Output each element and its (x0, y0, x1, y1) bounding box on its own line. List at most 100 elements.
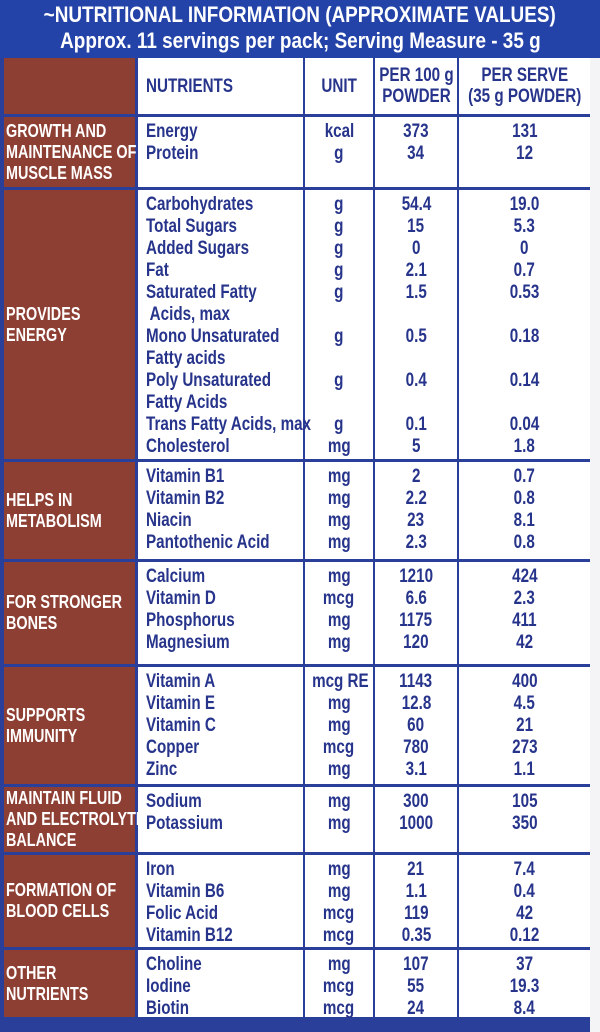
per100-value: 5 (411, 436, 421, 457)
category-label: GROWTH AND MAINTENANCE OF MUSCLE MASS (6, 120, 137, 183)
perserve-value: 0.8 (513, 488, 536, 509)
nutrient-value: Phosphorus (146, 610, 235, 631)
category-cell: HELPS IN METABOLISM (4, 462, 138, 559)
per100-value: 3.1 (405, 759, 427, 780)
unit-value: mg (327, 610, 351, 631)
column-header-per100: PER 100 g POWDER (378, 65, 454, 107)
perserve-value: 5.3 (513, 216, 536, 237)
per100-value: 6.6 (405, 588, 427, 609)
perserve-value: 0.53 (509, 282, 540, 303)
perserve-value: 411 (512, 610, 537, 631)
per100-value: 23 (407, 510, 425, 531)
per100-value: 2 (411, 466, 421, 487)
perserve-value: 273 (511, 737, 538, 758)
per100-value: 1143 (399, 671, 433, 692)
nutrient-value: Zinc (146, 759, 178, 780)
column-unit: mg mg mcg mcg (305, 855, 375, 947)
perserve-value: 0 (520, 238, 529, 259)
per100-value: 21 (407, 859, 425, 880)
per100-value: 15 (407, 216, 425, 237)
serving-info: Approx. 11 servings per pack; Serving Me… (59, 28, 541, 53)
per100-value: 60 (407, 715, 425, 736)
column-unit: mg mcg mg mg (305, 562, 375, 664)
label-title: ~NUTRITIONAL INFORMATION (APPROXIMATE VA… (43, 2, 557, 27)
column-perserve: 424 2.3 411 42 (459, 562, 590, 664)
nutrient-value: Calcium (146, 566, 206, 587)
nutrient-value: Choline (146, 954, 202, 975)
unit-value: g (334, 216, 344, 237)
per100-value: 780 (403, 737, 429, 758)
unit-value: g (334, 326, 344, 347)
column-header-nutrients: NUTRIENTS (146, 75, 233, 97)
nutrient-value: Vitamin B12 (146, 925, 233, 946)
category-label: PROVIDES ENERGY (6, 303, 81, 345)
column-per100: 21 1.1 119 0.35 (375, 855, 459, 947)
nutrient-value: Poly Unsaturated Fatty Acids (146, 370, 272, 413)
category-label: FORMATION OF BLOOD CELLS (6, 880, 117, 921)
nutrient-value: Vitamin B6 (146, 881, 225, 902)
unit-value: mg (327, 693, 351, 714)
column-unit: mg mg (305, 787, 375, 852)
column-per100: 107 55 24 (375, 950, 459, 1019)
column-unit: mg mcg mcg (305, 950, 375, 1019)
per100-value: 0.1 (405, 414, 427, 435)
nutrient-value: Magnesium (146, 632, 230, 653)
category-label: HELPS IN METABOLISM (6, 489, 102, 531)
column-perserve: 37 19.3 8.4 (459, 950, 590, 1019)
nutrient-value: Potassium (146, 813, 223, 834)
section-row: OTHER NUTRIENTS Choline Iodine Biotin mg mcg m… (4, 950, 590, 1020)
column-per100: 2 2.2 23 2.3 (375, 462, 459, 559)
nutrient-value: Iodine (146, 976, 191, 997)
nutrient-value: Niacin (146, 510, 192, 531)
per100-value: 54.4 (401, 194, 431, 215)
nutrient-value: Saturated Fatty Acids, max (146, 282, 257, 325)
column-per100: 373 34 (375, 117, 459, 187)
perserve-value: 8.1 (513, 510, 536, 531)
per100-value: 0.5 (405, 326, 427, 347)
nutrient-value: Mono Unsaturated Fatty acids (146, 326, 280, 369)
section-row: SUPPORTS IMMUNITY Vitamin A Vitamin E Vitam… (4, 667, 590, 787)
perserve-value: 0.04 (509, 414, 540, 435)
column-unit: mcg RE mg mg mcg mg (305, 667, 375, 784)
section-row: GROWTH AND MAINTENANCE OF MUSCLE MASS Ene… (4, 117, 590, 190)
perserve-value: 131 (511, 121, 538, 142)
page-edge (590, 58, 600, 1032)
nutrient-value: Cholesterol (146, 436, 230, 457)
unit-value: mg (327, 881, 351, 902)
column-nutrient: Carbohydrates Total Sugars Added Sugars Fat… (138, 190, 311, 459)
unit-value: kcal (324, 121, 354, 142)
unit-value: mcg (323, 588, 355, 609)
per100-value: 0 (411, 238, 421, 259)
perserve-value: 19.3 (509, 976, 540, 997)
nutrient-value: Biotin (146, 998, 190, 1019)
perserve-value: 1.8 (513, 436, 536, 457)
per100-value: 0.35 (401, 925, 431, 946)
unit-value: g (334, 238, 344, 259)
column-unit: mg mg mg mg (305, 462, 375, 559)
nutrient-value: Vitamin B1 (146, 466, 225, 487)
per100-value: 2.1 (405, 260, 427, 281)
per100-value: 107 (403, 954, 429, 975)
nutrient-value: Protein (146, 143, 199, 164)
unit-value: mg (327, 488, 351, 509)
column-nutrient: Vitamin A Vitamin E Vitamin C Copper Zinc (138, 667, 305, 784)
perserve-value: 0.7 (513, 466, 536, 487)
per100-value: 1210 (399, 566, 433, 587)
column-nutrient: Energy Protein (138, 117, 305, 187)
section-row: FOR STRONGER BONES Calcium Vitamin D Phosph… (4, 562, 590, 667)
perserve-value: 37 (516, 954, 533, 975)
unit-value: mg (327, 510, 351, 531)
unit-value: g (334, 260, 344, 281)
nutrient-value: Added Sugars (146, 238, 250, 259)
category-label: OTHER NUTRIENTS (6, 962, 89, 1004)
perserve-value: 0.18 (509, 326, 540, 347)
per100-value: 34 (407, 143, 425, 164)
nutrient-value: Copper (146, 737, 200, 758)
section-row: HELPS IN METABOLISM Vitamin B1 Vitamin B2 N… (4, 462, 590, 562)
perserve-value: 42 (516, 632, 533, 653)
per100-value: 2.2 (405, 488, 427, 509)
category-label: MAINTAIN FLUID AND ELECTROLYTE BALANCE (6, 788, 146, 850)
unit-value: g (334, 414, 344, 435)
column-perserve: 400 4.5 21 273 1.1 (459, 667, 590, 784)
column-perserve: 131 12 (459, 117, 590, 187)
